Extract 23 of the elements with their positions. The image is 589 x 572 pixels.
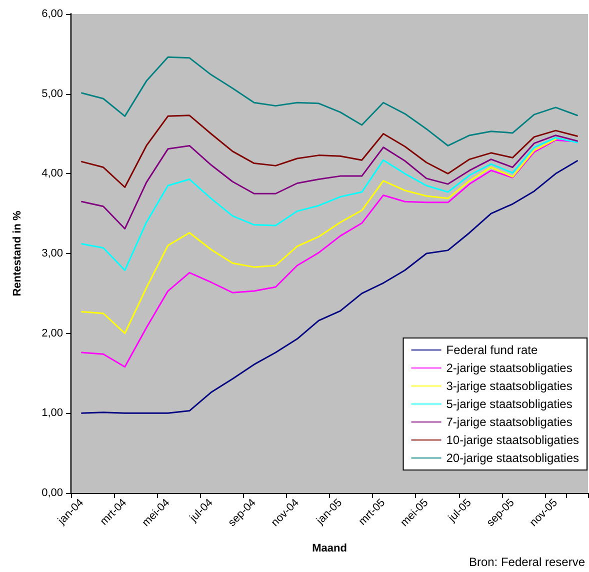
y-tick-label: 0,00 <box>42 487 63 499</box>
text: Bron: Federal reserve <box>468 555 586 569</box>
y-tick-label: 6,00 <box>42 8 63 20</box>
line-series <box>81 114 578 188</box>
y-tick-label: 5,00 <box>42 88 63 100</box>
legend-label: 20-jarige staatsobligaties <box>446 451 580 465</box>
line-series <box>81 56 578 146</box>
legend-label: 2-jarige staatsobligaties <box>446 361 572 375</box>
legend-label: 10-jarige staatsobligaties <box>446 433 580 447</box>
legend-label: 5-jarige staatsobligaties <box>446 397 572 411</box>
line-series <box>81 134 578 230</box>
x-axis-title: Maand <box>312 542 347 554</box>
y-tick-label: 2,00 <box>42 327 63 340</box>
y-tick-label: 1,00 <box>42 407 63 420</box>
line-series <box>81 138 556 334</box>
legend-label: 7-jarige staatsobligaties <box>446 415 572 429</box>
line-series <box>81 160 578 414</box>
line-series <box>81 136 578 272</box>
legend-label: 3-jarige staatsobligaties <box>446 379 572 393</box>
y-axis-title: Rentestand in % <box>12 210 24 296</box>
y-tick-label: 3,00 <box>42 248 63 260</box>
legend-label: Federal fund rate <box>446 343 538 357</box>
y-tick-label: 4,00 <box>42 168 63 180</box>
